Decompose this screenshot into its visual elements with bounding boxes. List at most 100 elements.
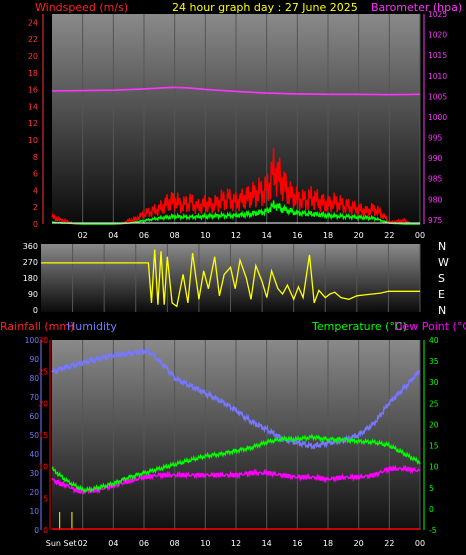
- direction-series-line: [41, 249, 420, 308]
- rainfall-tick-label: 30: [38, 336, 48, 345]
- direction-tick-label: 270: [23, 258, 38, 267]
- time-tick-label: 16: [292, 231, 302, 240]
- rainfall-tick-label: 15: [38, 431, 48, 440]
- time-tick-label: 18: [323, 539, 333, 548]
- time-tick-label: 22: [384, 539, 394, 548]
- humidity-axis-label: Humidity: [67, 320, 117, 333]
- temperature-tick-label: 10: [429, 463, 439, 472]
- time-tick-label: 10: [200, 539, 210, 548]
- direction-tick-label: 360: [23, 242, 38, 251]
- compass-label: E: [438, 288, 445, 301]
- windspeed-tick-label: 0: [33, 220, 38, 229]
- barometer-tick-label: 1000: [428, 113, 447, 122]
- humidity-tick-label: 50: [29, 431, 39, 440]
- rainfall-axis-label: Rainfall (mm): [0, 320, 74, 333]
- barometer-axis-label: Barometer (hpa): [371, 1, 462, 14]
- windspeed-tick-label: 8: [33, 153, 38, 162]
- time-tick-label: 10: [200, 231, 210, 240]
- compass-label: W: [438, 256, 449, 269]
- windspeed-tick-label: 6: [33, 170, 38, 179]
- time-tick-label: 20: [354, 231, 364, 240]
- temperature-tick-label: 40: [429, 336, 439, 345]
- barometer-tick-label: 1015: [428, 51, 447, 60]
- temperature-series-line: [51, 433, 421, 493]
- windspeed-tick-label: 22: [28, 35, 38, 44]
- time-tick-label: 06: [139, 539, 149, 548]
- humidity-tick-label: 20: [29, 488, 39, 497]
- time-tick-label: 00: [415, 539, 425, 548]
- time-tick-label: 02: [78, 539, 88, 548]
- rainfall-tick-label: 20: [38, 399, 48, 408]
- chart-title: 24 hour graph day : 27 June 2025: [172, 1, 358, 14]
- humidity-tick-label: 60: [29, 412, 39, 421]
- time-tick-label: 14: [262, 539, 272, 548]
- windspeed-tick-label: 12: [28, 119, 38, 128]
- wind-layer: 0246810121416182022249759809859909951000…: [28, 10, 448, 240]
- humidity-tick-label: 40: [29, 450, 39, 459]
- humidity-tick-label: 10: [29, 507, 39, 516]
- barometer-tick-label: 995: [428, 134, 443, 143]
- windspeed-tick-label: 10: [28, 136, 38, 145]
- time-tick-label: 06: [139, 231, 149, 240]
- temperature-tick-label: 0: [429, 505, 434, 514]
- temperature-tick-label: 5: [429, 484, 434, 493]
- time-tick-label: 18: [323, 231, 333, 240]
- humidity-tick-label: 90: [29, 355, 39, 364]
- humidity-tick-label: 70: [29, 393, 39, 402]
- windspeed-tick-label: 20: [28, 52, 38, 61]
- temperature-tick-label: 25: [429, 399, 439, 408]
- time-tick-label: 04: [108, 539, 118, 548]
- time-tick-label: 20: [354, 539, 364, 548]
- time-tick-label: 00: [415, 231, 425, 240]
- rainfall-tick-label: 25: [38, 368, 48, 377]
- time-tick-label: 04: [108, 231, 118, 240]
- time-tick-label: 08: [170, 539, 180, 548]
- rainfall-tick-label: 0: [43, 526, 48, 535]
- time-tick-label: 12: [231, 539, 241, 548]
- windspeed-tick-label: 14: [28, 102, 38, 111]
- time-tick-label: 02: [78, 231, 88, 240]
- barometer-series-line: [51, 86, 421, 96]
- temperature-layer: 0102030405060708090100051015202530-50510…: [25, 336, 439, 548]
- barometer-tick-label: 1010: [428, 72, 447, 81]
- barometer-tick-label: 990: [428, 154, 443, 163]
- windspeed-tick-label: 16: [28, 86, 38, 95]
- compass-label: S: [438, 272, 445, 285]
- time-tick-label: 12: [231, 231, 241, 240]
- direction-tick-label: 0: [33, 306, 38, 315]
- windspeed-axis-label: Windspeed (m/s): [35, 1, 128, 14]
- time-tick-label: Sun Set: [46, 539, 77, 548]
- compass-label: N: [438, 304, 446, 317]
- windspeed-tick-label: 4: [33, 186, 38, 195]
- humidity-tick-label: 30: [29, 469, 39, 478]
- time-tick-label: 08: [170, 231, 180, 240]
- windspeed-tick-label: 18: [28, 69, 38, 78]
- direction-tick-label: 90: [28, 290, 38, 299]
- humidity-tick-label: 100: [25, 336, 40, 345]
- temperature-axis-label: Temperature (°C): [311, 320, 407, 333]
- temperature-tick-label: 30: [429, 378, 439, 387]
- barometer-tick-label: 975: [428, 216, 443, 225]
- barometer-tick-label: 1005: [428, 92, 447, 101]
- barometer-tick-label: 1025: [428, 10, 447, 19]
- compass-label: N: [438, 240, 446, 253]
- time-tick-label: 22: [384, 231, 394, 240]
- time-tick-label: 14: [262, 231, 272, 240]
- windspeed-tick-label: 24: [28, 18, 38, 27]
- barometer-tick-label: 1020: [428, 31, 447, 40]
- windspeed-tick-label: 2: [33, 203, 38, 212]
- time-tick-label: 16: [292, 539, 302, 548]
- temperature-tick-label: 15: [429, 442, 439, 451]
- rainfall-tick-label: 10: [38, 463, 48, 472]
- rainfall-tick-label: 5: [43, 494, 48, 503]
- dewpoint-axis-label: Dew Point (°C): [394, 320, 466, 333]
- direction-tick-label: 180: [23, 274, 38, 283]
- temperature-tick-label: 20: [429, 420, 439, 429]
- average-wind-series-line: [51, 200, 420, 225]
- temperature-tick-label: 35: [429, 357, 439, 366]
- temperature-tick-label: -5: [429, 526, 437, 535]
- humidity-series-line: [51, 347, 420, 450]
